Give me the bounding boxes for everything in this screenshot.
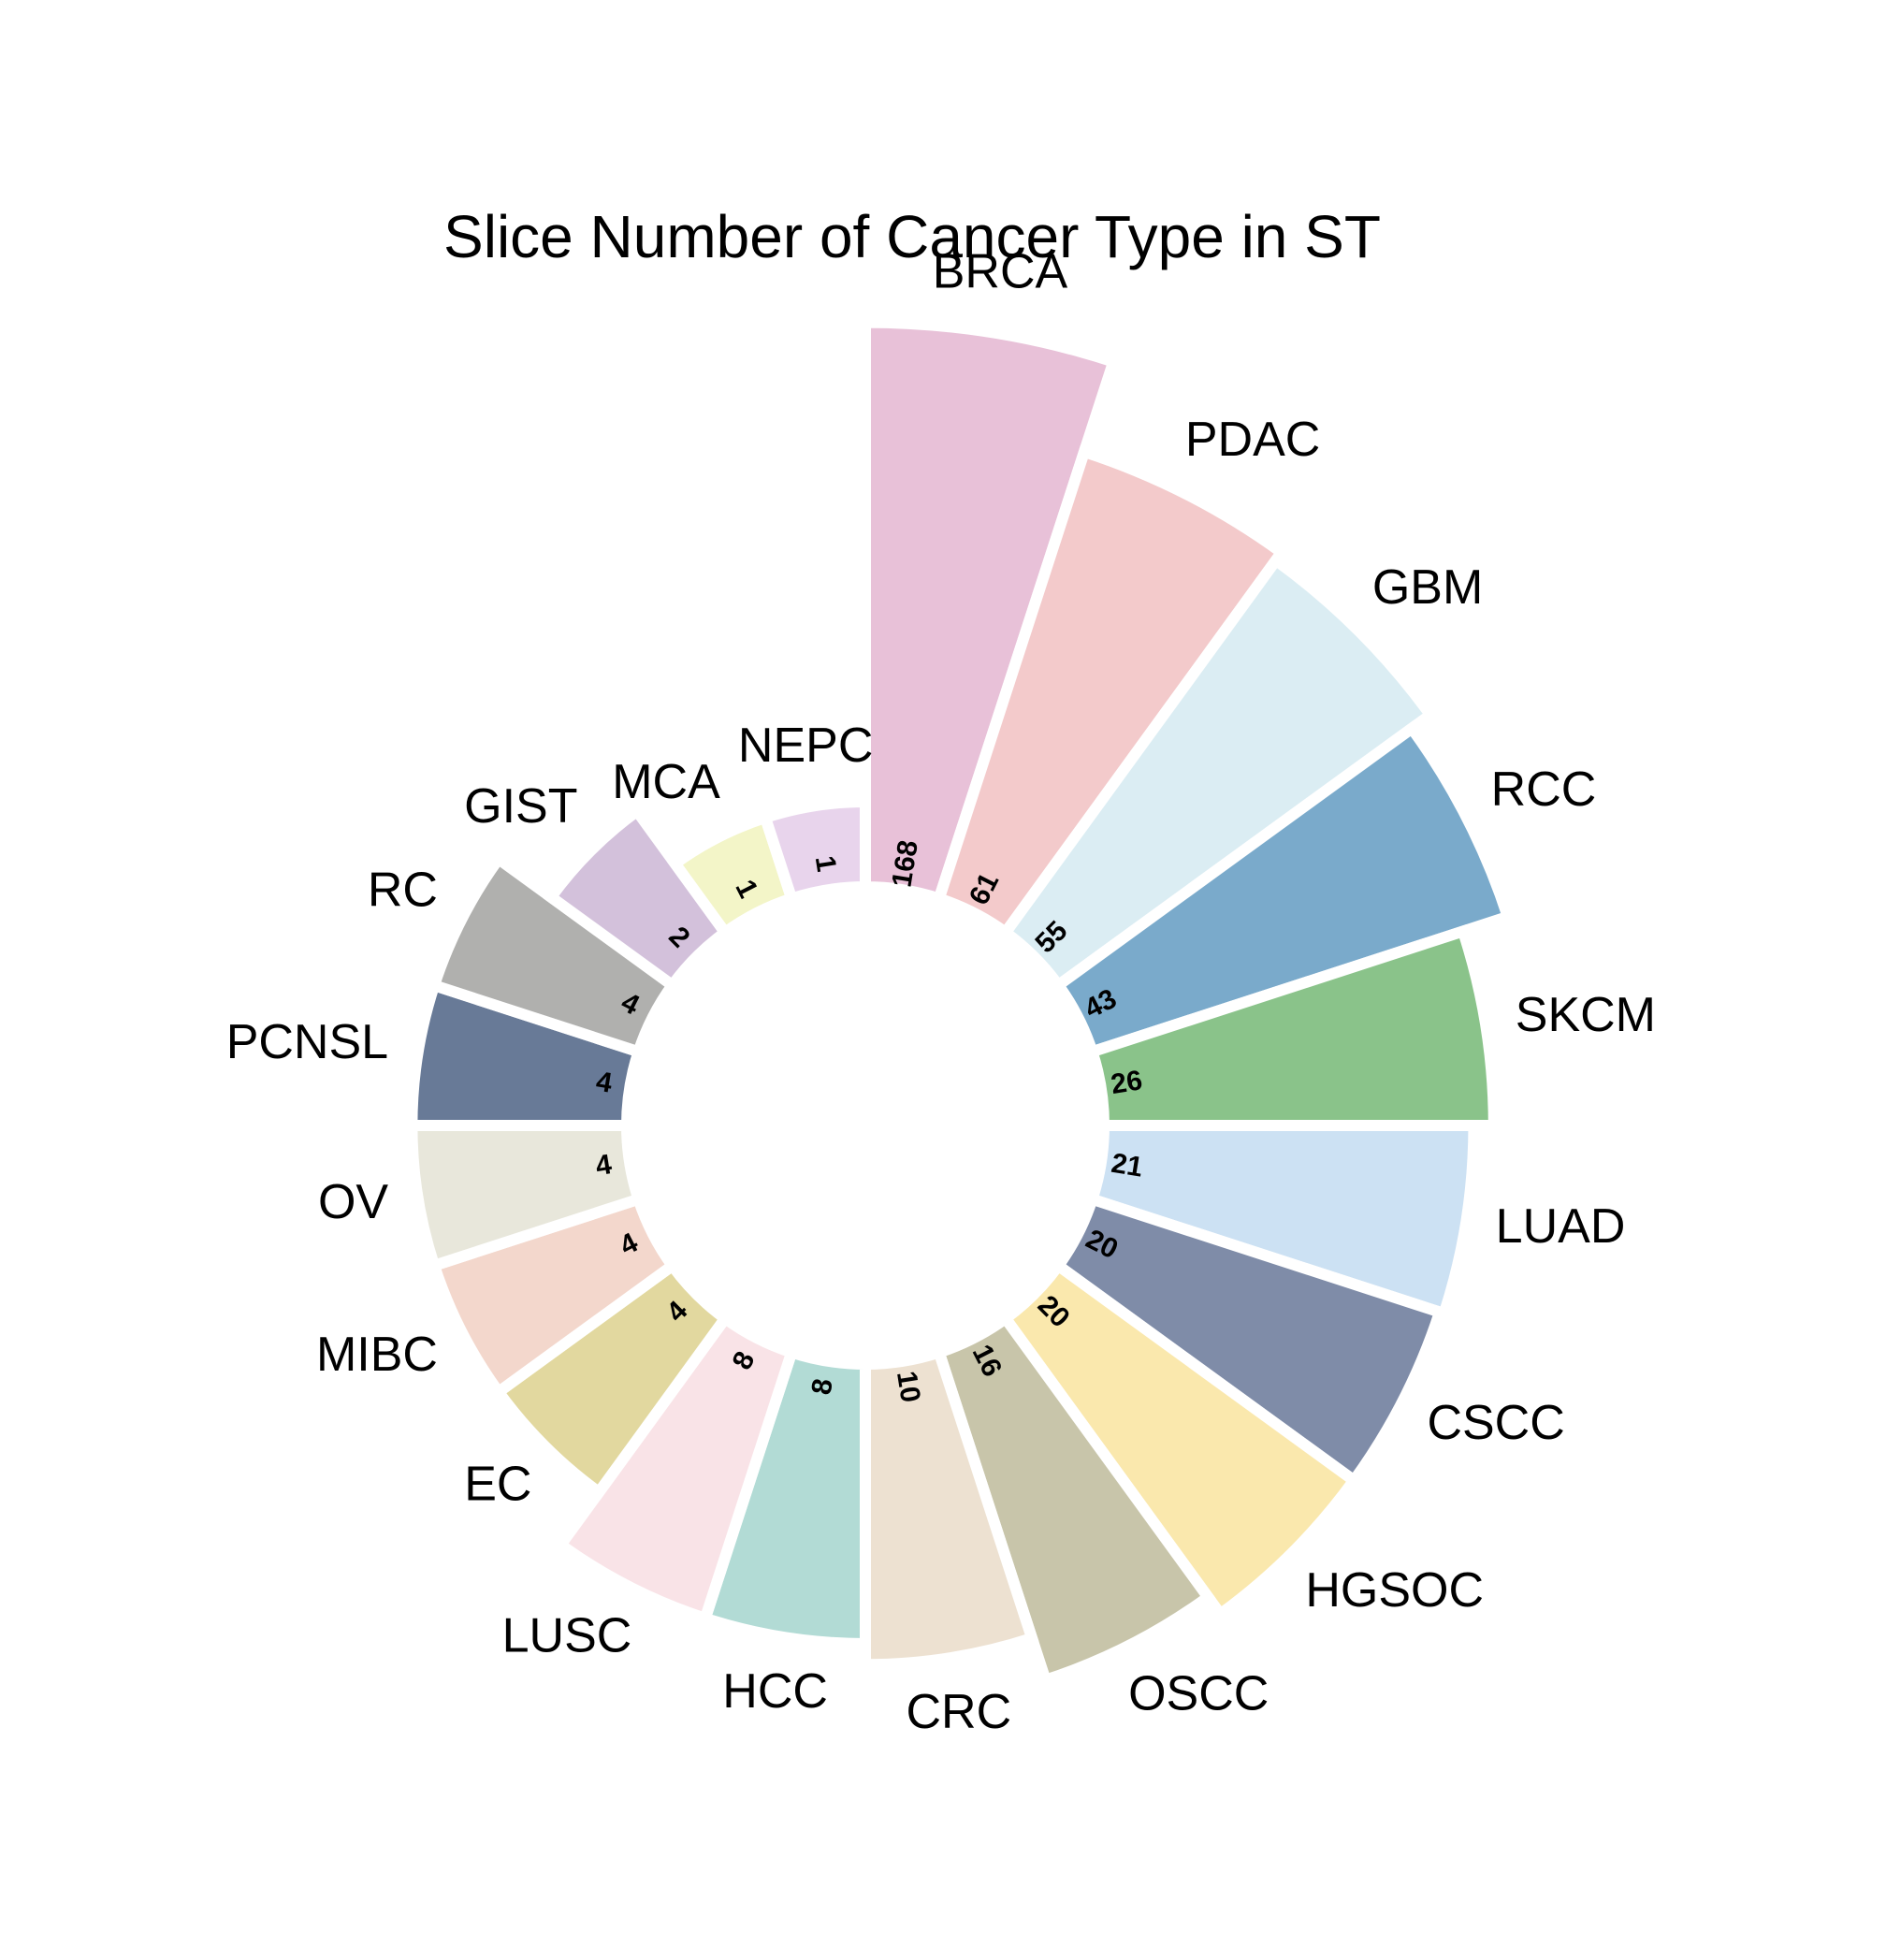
category-label: OSCC: [1128, 1666, 1269, 1720]
category-label: BRCA: [933, 245, 1068, 299]
category-label: RC: [368, 864, 438, 918]
category-label: SKCM: [1516, 988, 1656, 1042]
category-label: OV: [318, 1175, 388, 1229]
bar: [1050, 1192, 1447, 1488]
bar: [1084, 923, 1500, 1131]
category-label: LUAD: [1496, 1199, 1626, 1254]
category-label: GBM: [1372, 560, 1483, 615]
bar: [543, 803, 733, 994]
bar: [427, 850, 681, 1059]
value-label: 10: [891, 1369, 926, 1404]
bar: [860, 1344, 1039, 1671]
value-label: 26: [1109, 1065, 1144, 1100]
bar: [758, 795, 871, 907]
category-label: CSCC: [1427, 1396, 1564, 1450]
bar: [860, 316, 1121, 907]
category-label: CRC: [907, 1685, 1012, 1739]
category-label: PDAC: [1185, 413, 1320, 467]
category-label: EC: [464, 1457, 531, 1511]
value-label: 21: [1110, 1148, 1145, 1183]
category-label: PCNSL: [226, 1015, 388, 1069]
category-label: HCC: [722, 1664, 828, 1719]
bar: [1084, 1120, 1480, 1321]
category-label: MIBC: [316, 1328, 438, 1382]
value-label: 168: [886, 838, 923, 890]
bar: [932, 444, 1290, 941]
category-label: GIST: [464, 779, 577, 834]
value-label: 4: [593, 1149, 614, 1182]
value-label: 1: [809, 853, 842, 874]
category-label: HGSOC: [1305, 1563, 1484, 1618]
bar: [997, 552, 1439, 994]
bar: [1050, 720, 1516, 1059]
value-label: 4: [594, 1067, 615, 1099]
category-label: MCA: [612, 755, 720, 809]
bar: [932, 1310, 1216, 1688]
bar: [997, 1257, 1362, 1622]
bar: [553, 1310, 799, 1626]
category-label: NEPC: [738, 719, 873, 773]
value-label: 8: [806, 1376, 839, 1397]
chart-title: Slice Number of Cancer Type in ST: [443, 203, 1381, 270]
category-label: RCC: [1491, 762, 1597, 817]
category-label: LUSC: [502, 1609, 632, 1663]
